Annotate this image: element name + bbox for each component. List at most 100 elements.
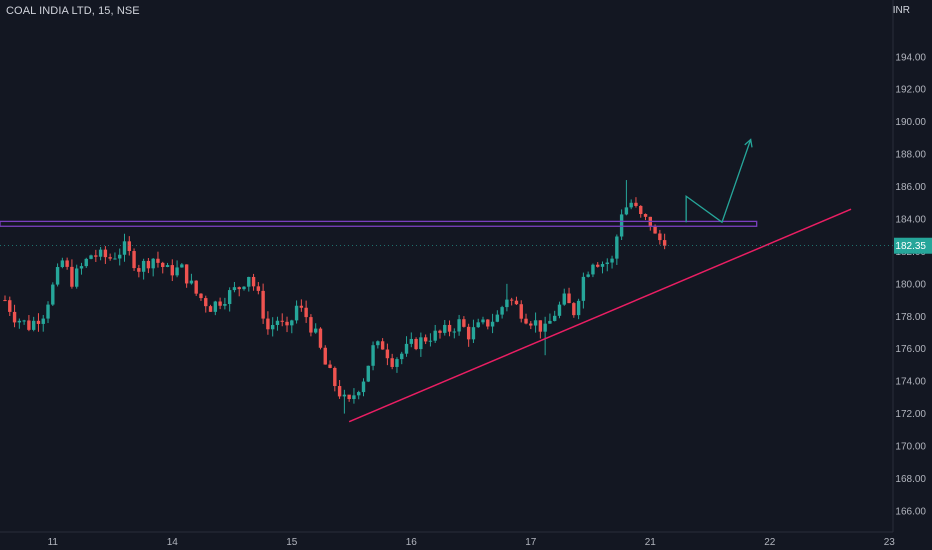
candle-body: [270, 324, 275, 330]
y-tick-label: 178.00: [895, 312, 926, 323]
candle-body: [323, 347, 327, 365]
candle-body: [237, 287, 241, 290]
y-tick-label: 184.00: [895, 214, 926, 225]
candle-body: [12, 311, 17, 323]
candle-body: [65, 260, 69, 267]
candle-body: [266, 318, 270, 330]
candle-body: [352, 395, 356, 400]
candle-body: [108, 257, 112, 259]
candle-body: [328, 364, 332, 368]
candle-body: [175, 267, 179, 276]
candle-body: [280, 320, 284, 322]
y-tick-label: 192.00: [895, 85, 926, 96]
y-tick-label: 170.00: [895, 442, 926, 453]
x-tick-label: 23: [884, 537, 896, 548]
candle-body: [36, 320, 41, 324]
candle-body: [639, 205, 643, 215]
candle-body: [290, 320, 294, 326]
x-tick-label: 21: [645, 537, 657, 548]
candle-body: [466, 326, 471, 340]
candle-body: [79, 266, 84, 269]
candle-body: [156, 258, 160, 263]
candle-body: [581, 276, 586, 301]
candle-body: [247, 276, 251, 287]
candle-body: [380, 341, 385, 350]
candle-body: [524, 318, 528, 324]
candle-body: [495, 314, 500, 322]
candle-body: [629, 202, 633, 208]
candle-body: [213, 301, 218, 312]
symbol-title: COAL INDIA LTD, 15, NSE: [6, 5, 140, 17]
candle-body: [17, 320, 22, 323]
candle-body: [251, 276, 256, 287]
candle-body: [529, 323, 533, 326]
candle-body: [41, 318, 45, 324]
candle-body: [385, 349, 390, 359]
candle-body: [223, 303, 227, 306]
candle-body: [333, 367, 337, 387]
candle-body: [576, 300, 581, 316]
candle-body: [146, 260, 151, 269]
candle-body: [314, 328, 318, 333]
candle-body: [509, 299, 514, 301]
candle-body: [141, 260, 146, 272]
candle-body: [261, 290, 265, 319]
candle-body: [505, 299, 509, 308]
candle-body: [543, 323, 547, 332]
candle-body: [557, 304, 562, 316]
candle-body: [404, 343, 409, 354]
projection-path: [685, 139, 752, 224]
candle-body: [443, 324, 447, 333]
candle-body: [371, 345, 375, 366]
candle-body: [132, 251, 136, 269]
candle-body: [60, 260, 65, 268]
y-tick-label: 172.00: [895, 409, 926, 420]
candle-body: [242, 286, 246, 290]
candle-body: [471, 327, 476, 340]
x-tick-label: 11: [48, 537, 59, 548]
candle-body: [553, 315, 557, 321]
last-price-tag: [894, 237, 932, 254]
candle-body: [643, 214, 648, 217]
candle-body: [548, 320, 552, 324]
support-trendline: [348, 208, 852, 423]
candle-body: [27, 320, 31, 330]
y-tick-label: 180.00: [895, 279, 926, 290]
candle-body: [199, 293, 203, 299]
candle-body: [438, 330, 442, 333]
candle-body: [591, 264, 595, 275]
candle-body: [98, 249, 103, 257]
candle-body: [113, 258, 117, 260]
candle-body: [457, 319, 461, 332]
candle-body: [486, 319, 490, 327]
y-tick-label: 174.00: [895, 377, 926, 388]
candle-body: [194, 280, 198, 294]
candle-body: [161, 262, 165, 267]
candle-body: [500, 307, 504, 315]
candle-body: [519, 304, 523, 319]
candle-body: [22, 320, 26, 322]
candle-body: [75, 268, 79, 287]
candle-body: [309, 317, 313, 333]
currency-label: INR: [892, 5, 910, 16]
candle-body: [572, 303, 576, 316]
y-tick-label: 190.00: [895, 117, 926, 128]
candle-body: [151, 258, 155, 269]
candle-body: [122, 241, 127, 255]
projection-arrowhead: [744, 138, 753, 148]
candle-body: [357, 392, 361, 396]
candle-body: [605, 262, 609, 265]
candle-body: [481, 319, 485, 323]
candle-body: [170, 265, 174, 276]
candle-body: [299, 305, 304, 308]
candle-body: [89, 255, 93, 259]
candle-body: [337, 386, 342, 397]
candle-body: [366, 365, 370, 382]
candle-body: [227, 290, 232, 304]
candle-body: [285, 321, 289, 326]
candle-body: [610, 258, 614, 263]
candle-body: [304, 307, 308, 318]
candle-body: [103, 249, 108, 258]
candle-body: [3, 300, 7, 302]
